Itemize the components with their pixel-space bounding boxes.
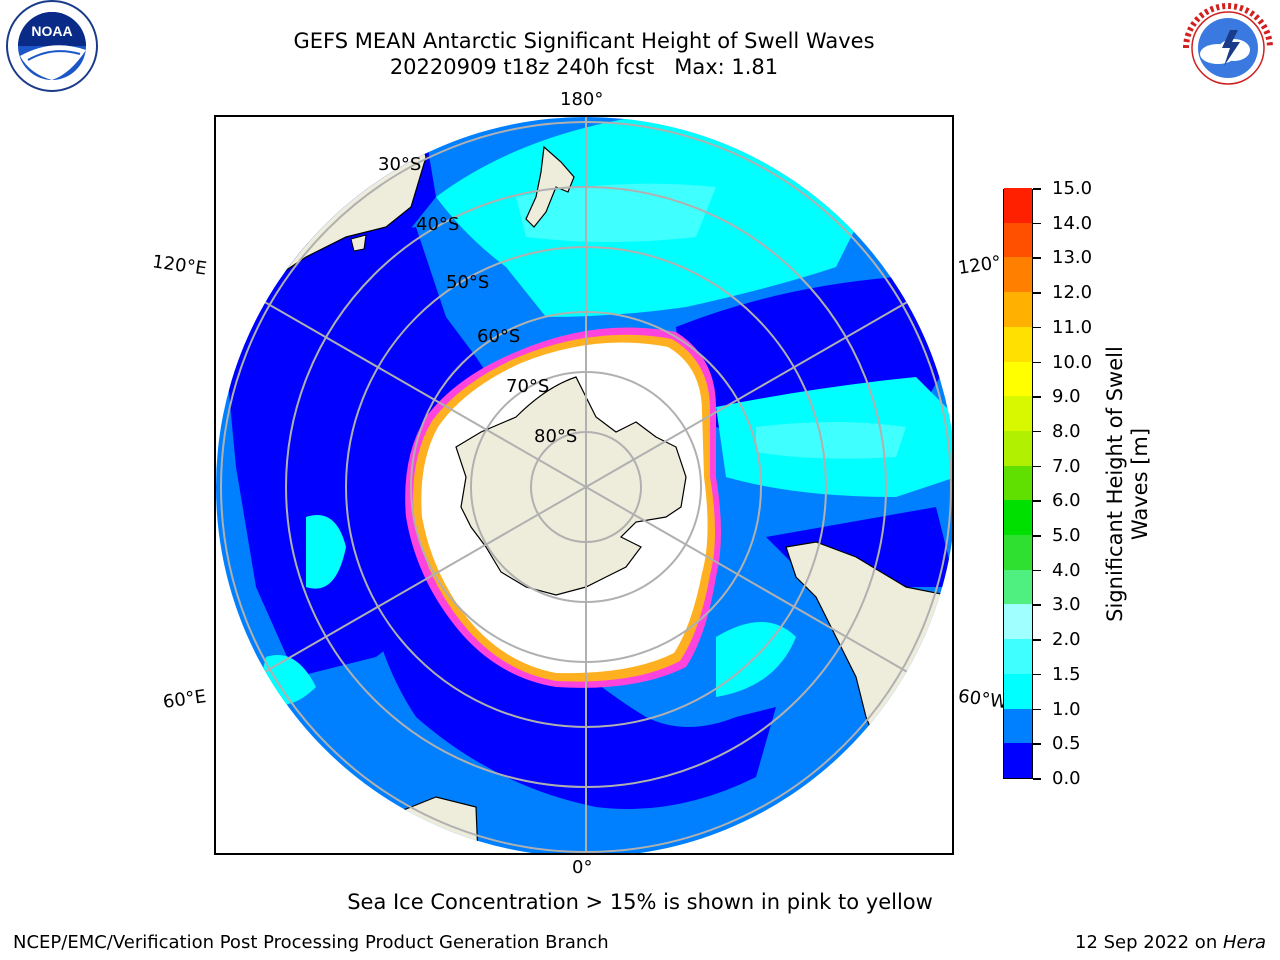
credit-branch: NCEP/EMC/Verification Post Processing Pr… (13, 932, 609, 953)
colorbar-tick-label: 12.0 (1052, 282, 1093, 304)
noaa-logo-text: NOAA (31, 23, 72, 39)
colorbar-tick-label: 0.5 (1052, 733, 1081, 755)
colorbar-segment (1004, 534, 1032, 570)
colorbar-title: Significant Height of Swell Waves [m] (1103, 346, 1152, 622)
colorbar-tick-label: 14.0 (1052, 212, 1093, 234)
madagascar-land (225, 766, 297, 828)
swell-band-high-west-patch (306, 515, 346, 589)
polar-map-canvas (216, 117, 952, 853)
credit-date-host: 12 Sep 2022 on Hera (1075, 932, 1266, 953)
colorbar-tick-label: 8.0 (1052, 420, 1081, 442)
antarctica-land (455, 376, 687, 596)
chart-subtitle: 20220909 t18z 240h fcst Max: 1.81 (389, 55, 779, 79)
colorbar-tick-label: 5.0 (1052, 525, 1081, 547)
colorbar-tick-label: 3.0 (1052, 594, 1081, 616)
colorbar-tick (1033, 708, 1041, 711)
lon-label-60w: 60°W (956, 685, 1009, 714)
colorbar-segment (1004, 326, 1032, 362)
lat-label-50s: 50°S (446, 272, 490, 293)
colorbar-tick-label: 1.5 (1052, 663, 1081, 685)
colorbar-tick (1033, 222, 1041, 225)
sea-ice-note: Sea Ice Concentration > 15% is shown in … (347, 890, 933, 914)
colorbar-tick (1033, 292, 1041, 294)
meridian-60w (585, 486, 952, 701)
colorbar-tick-label: 13.0 (1052, 247, 1093, 269)
colorbar-tick-label: 0.0 (1052, 768, 1081, 789)
colorbar-tick (1033, 673, 1041, 676)
colorbar-tick-label: 2.0 (1052, 629, 1081, 651)
lat-label-60s: 60°S (477, 326, 521, 347)
credit-host: Hera (1222, 932, 1266, 953)
colorbar-segment (1004, 291, 1032, 327)
colorbar-segment (1004, 361, 1032, 397)
lat-label-70s: 70°S (506, 376, 550, 397)
colorbar-tick (1033, 257, 1041, 259)
colorbar-segment (1004, 187, 1032, 223)
colorbar-tick-label: 6.0 (1052, 490, 1081, 512)
colorbar-tick-label: 11.0 (1052, 316, 1093, 338)
swell-band-mid-east-light (756, 422, 906, 459)
noaa-logo: NOAA (6, 0, 98, 92)
lat-label-30s: 30°S (378, 154, 422, 175)
colorbar-segment (1004, 499, 1032, 536)
africa-land (354, 796, 479, 853)
colorbar-segment (1004, 708, 1032, 744)
colorbar-tick (1033, 743, 1041, 745)
colorbar-tick-label: 1.0 (1052, 698, 1081, 720)
lon-label-120e: 120°E (150, 251, 208, 280)
colorbar-tick-label: 7.0 (1052, 455, 1081, 477)
colorbar-tick-label: 4.0 (1052, 559, 1081, 581)
lon-label-180: 180° (560, 89, 604, 110)
colorbar-tick-label: 15.0 (1052, 178, 1093, 199)
colorbar-segment (1004, 569, 1032, 605)
colorbar-tick-label: 9.0 (1052, 386, 1081, 408)
polar-map: 30°S 40°S 50°S 60°S 70°S 80°S (214, 115, 954, 855)
colorbar-segment (1004, 430, 1032, 466)
colorbar-segment (1004, 395, 1032, 431)
colorbar-tick-label: 10.0 (1052, 351, 1093, 373)
colorbar-tick (1033, 430, 1041, 433)
lat-label-40s: 40°S (416, 214, 460, 235)
colorbar-segment (1004, 603, 1032, 640)
colorbar-tick (1033, 500, 1041, 502)
meridian-120e (216, 273, 587, 488)
colorbar (1003, 187, 1033, 779)
meridian-60e (216, 486, 587, 701)
colorbar-tick (1033, 604, 1041, 606)
swell-band-high-se-patch (716, 622, 796, 697)
chart-title: GEFS MEAN Antarctic Significant Height o… (293, 29, 875, 53)
colorbar-tick (1033, 326, 1041, 329)
colorbar-segment (1004, 673, 1032, 709)
meridian-120w (585, 273, 952, 488)
new-zealand-land (525, 145, 575, 228)
colorbar-segment (1004, 638, 1032, 674)
colorbar-segment (1004, 742, 1032, 778)
colorbar-tick (1033, 569, 1041, 572)
colorbar-tick (1033, 535, 1041, 537)
nws-logo (1183, 3, 1273, 92)
lon-label-0: 0° (572, 857, 593, 878)
lon-label-60e: 60°E (161, 686, 208, 713)
colorbar-segment (1004, 222, 1032, 258)
colorbar-segment (1004, 256, 1032, 293)
colorbar-tick (1033, 465, 1041, 468)
colorbar-tick (1033, 778, 1041, 780)
credit-date: 12 Sep 2022 on (1075, 932, 1223, 953)
colorbar-tick (1033, 639, 1041, 641)
lon-label-120w: 120° (956, 252, 1003, 279)
colorbar-segment (1004, 465, 1032, 501)
colorbar-tick (1033, 188, 1041, 190)
colorbar-tick (1033, 396, 1041, 398)
lat-label-80s: 80°S (534, 426, 578, 447)
tasmania-land (350, 234, 367, 252)
colorbar-tick (1033, 361, 1041, 364)
graticule (216, 117, 952, 853)
